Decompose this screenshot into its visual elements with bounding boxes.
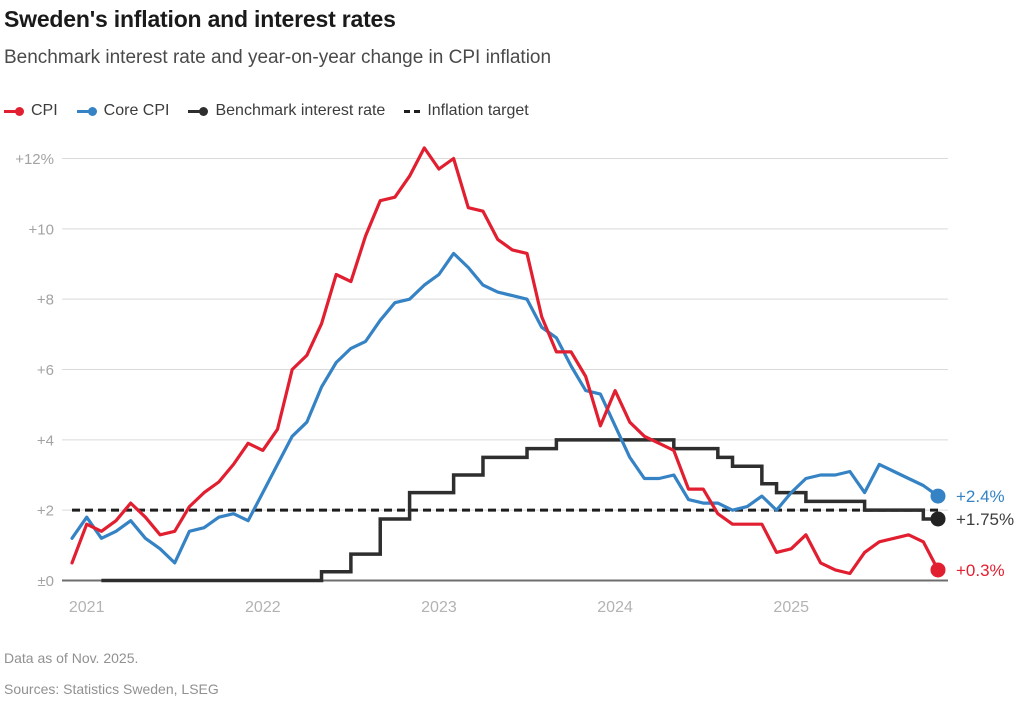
legend-label: CPI — [31, 102, 58, 119]
chart-subtitle: Benchmark interest rate and year-on-year… — [4, 47, 552, 68]
y-tick-label: +12% — [15, 151, 54, 168]
cpi-end-label: +0.3% — [956, 561, 1005, 580]
data-as-of-note: Data as of Nov. 2025. — [4, 650, 139, 666]
benchmark-rate-line — [101, 438, 938, 583]
y-tick-label: +6 — [37, 362, 54, 379]
sources-note: Sources: Statistics Sweden, LSEG — [4, 681, 219, 697]
x-tick-label: 2024 — [597, 599, 633, 616]
inflation-target-dashes-icon — [404, 106, 421, 117]
y-tick-label: +2 — [37, 503, 54, 520]
benchmark-rate-line-dot-icon — [188, 106, 209, 117]
legend-item-cpi: CPI — [4, 102, 58, 120]
legend-label: Core CPI — [103, 102, 170, 119]
legend-label: Inflation target — [427, 102, 529, 119]
legend-item-benchmark-rate: Benchmark interest rate — [188, 102, 385, 120]
x-tick-label: 2023 — [421, 599, 457, 616]
y-tick-label: +4 — [37, 432, 54, 449]
cpi-line-dot-icon — [4, 106, 24, 117]
benchmark-rate-end-dot — [930, 511, 946, 527]
legend-label: Benchmark interest rate — [215, 102, 386, 119]
legend-item-core-cpi: Core CPI — [76, 102, 170, 120]
cpi-line — [70, 146, 940, 576]
gridlines-and-ticks: ±0 +2 +4 +6 +8 +10 +12% 2021 2022 2023 2024 2025 — [15, 151, 948, 616]
chart-header: Sweden's inflation and interest rates Be… — [4, 6, 1004, 69]
x-tick-label: 2025 — [773, 599, 809, 616]
core-cpi-end-dot — [930, 488, 946, 504]
y-tick-label: ±0 — [37, 573, 54, 590]
x-tick-label: 2021 — [69, 599, 105, 616]
page-title: Sweden's inflation and interest rates — [4, 6, 396, 32]
legend-item-inflation-target: Inflation target — [404, 102, 529, 120]
cpi-end-dot — [930, 562, 946, 578]
y-tick-label: +10 — [29, 221, 54, 238]
core-cpi-line-dot-icon — [76, 106, 97, 117]
line-chart: ±0 +2 +4 +6 +8 +10 +12% 2021 2022 2023 2024 2025 +2… — [15, 146, 1014, 616]
chart-legend: CPI Core CPI Benchmark interest rate Inf… — [4, 102, 529, 120]
core-cpi-end-label: +2.4% — [956, 487, 1005, 506]
core-cpi-line — [70, 251, 940, 565]
benchmark-rate-end-label: +1.75% — [956, 510, 1014, 529]
y-tick-label: +8 — [37, 292, 54, 309]
x-tick-label: 2022 — [245, 599, 281, 616]
